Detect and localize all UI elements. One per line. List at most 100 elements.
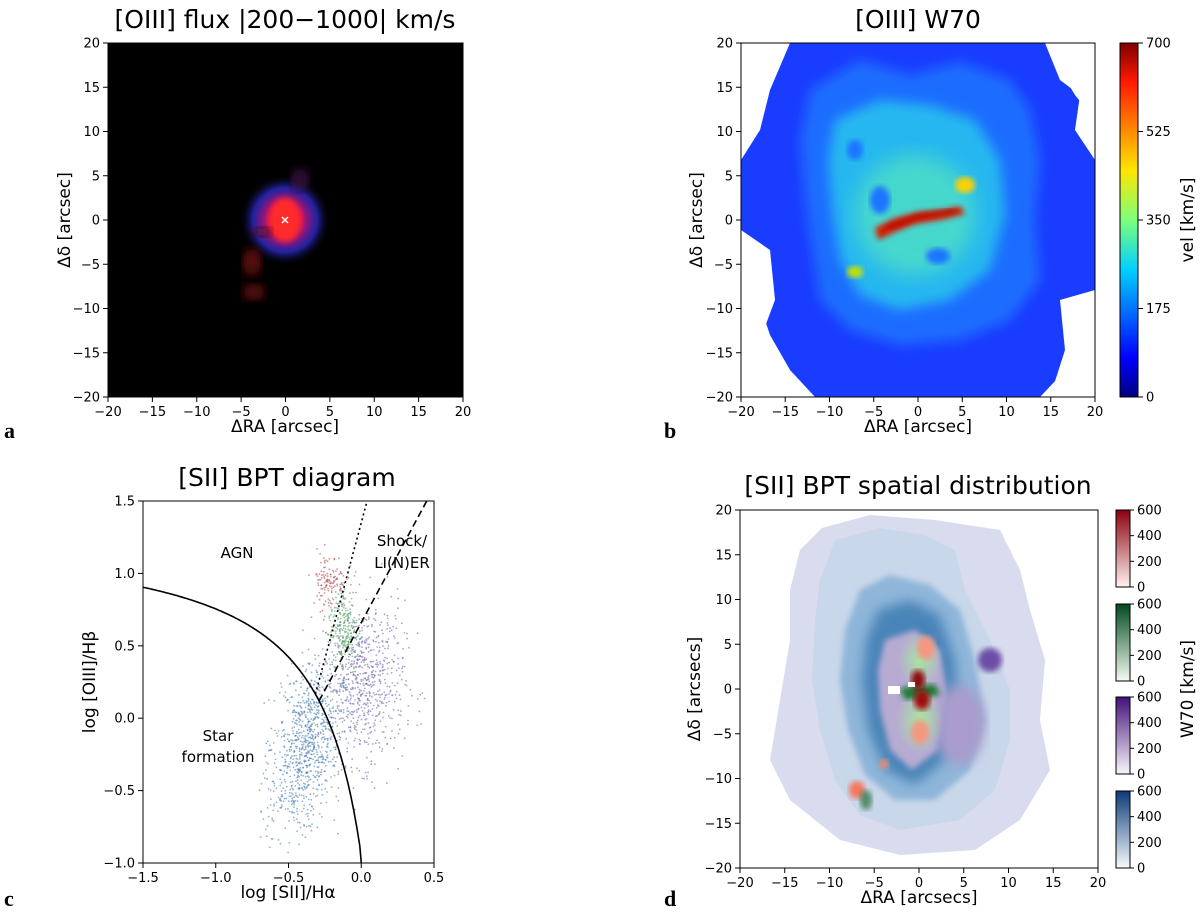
panel-c-point-star-formation <box>319 771 321 774</box>
panel-c-point-li-n-er <box>349 693 351 696</box>
panel-c-point-li-n-er <box>364 702 366 705</box>
panel-c-point-star-formation <box>342 709 345 711</box>
panel-c-point-star-formation <box>263 777 266 780</box>
panel-c-point-star-formation <box>304 746 307 749</box>
panel-c-point-star-formation <box>324 787 327 790</box>
panel-c-point-star-formation <box>281 756 283 759</box>
panel-c-point-agn <box>323 618 325 621</box>
panel-c-point-star-formation <box>292 730 294 732</box>
panel-c-point-li-n-er <box>393 747 395 749</box>
panel-c-point-li-n-er <box>367 771 369 774</box>
panel-a-xlabel: ΔRA [arcsec] <box>231 417 339 437</box>
panel-c-point-star-formation <box>296 723 298 726</box>
panel-c-point-star-formation <box>318 684 321 686</box>
panel-c-point-shock <box>344 628 347 631</box>
panel-c-point-li-n-er <box>363 739 366 742</box>
panel-d-mask <box>888 686 900 694</box>
panel-c-point-li-n-er <box>374 724 376 726</box>
panel-c-points <box>258 543 426 854</box>
panel-c-point-star-formation <box>309 770 312 773</box>
panel-c-point-star-formation <box>308 764 311 767</box>
panel-c-point-star-formation <box>321 686 324 689</box>
panel-c-point-agn <box>326 581 329 583</box>
panel-c-point-li-n-er <box>351 686 354 689</box>
panel-c-point-star-formation <box>304 783 306 785</box>
panel-c-point-star-formation <box>282 695 285 697</box>
panel-c-point-li-n-er <box>379 662 382 665</box>
panel-d-colorbar-tick-label: 400 <box>1137 623 1162 638</box>
panel-c-point-star-formation <box>273 803 275 806</box>
panel-c-point-agn <box>324 581 326 584</box>
panel-c-point-li-n-er <box>347 662 350 664</box>
panel-c-point-agn <box>323 575 325 578</box>
panel-c-point-shock <box>337 593 340 596</box>
panel-c-axes: −1.5 −1.0 −0.5 0.0 0.5−1.0−0.50.00.51.01.5 <box>103 495 444 887</box>
panel-c-point-li-n-er <box>392 625 394 628</box>
panel-c-point-li-n-er <box>358 704 361 707</box>
panel-c-point-li-n-er <box>407 719 409 722</box>
panel-c-point-star-formation <box>316 725 319 728</box>
panel-c-point-agn <box>318 598 321 601</box>
panel-c-point-star-formation <box>302 678 305 681</box>
panel-c-point-agn <box>340 588 342 591</box>
panel-d-ytick-label: −5 <box>713 727 732 742</box>
panel-c-point-li-n-er <box>360 695 362 698</box>
panel-c-point-li-n-er <box>372 683 375 686</box>
panel-c-point-li-n-er <box>342 686 345 688</box>
panel-c-point-li-n-er <box>354 649 356 652</box>
panel-d-colorbar-tick-label: 0 <box>1137 581 1145 596</box>
panel-c-point-star-formation <box>260 782 263 785</box>
panel-c-point-li-n-er <box>377 674 380 676</box>
panel-c-point-li-n-er <box>357 682 359 685</box>
panel-c-point-li-n-er <box>373 722 376 724</box>
panel-c-point-li-n-er <box>378 689 381 691</box>
panel-c-point-li-n-er <box>380 563 383 565</box>
panel-c-point-agn <box>342 575 345 577</box>
panel-c-point-star-formation <box>317 747 320 749</box>
panel-c-point-star-formation <box>301 696 304 699</box>
panel-c-point-li-n-er <box>367 722 370 725</box>
panel-c-point-star-formation <box>282 764 285 767</box>
panel-c-point-li-n-er <box>368 699 371 702</box>
panel-c-point-li-n-er <box>382 645 384 647</box>
panel-c-point-star-formation <box>281 793 283 796</box>
panel-c-point-star-formation <box>299 767 302 769</box>
panel-c-point-star-formation <box>296 779 299 782</box>
panel-c-point-star-formation <box>311 741 314 744</box>
panel-c-point-star-formation <box>314 724 317 726</box>
panel-c-point-star-formation <box>306 735 308 737</box>
panel-c-point-li-n-er <box>388 685 391 688</box>
panel-c-point-star-formation <box>310 729 313 731</box>
panel-c-point-li-n-er <box>346 707 349 709</box>
panel-d-colorbar-tick-label: 200 <box>1137 555 1162 570</box>
panel-c-point-li-n-er <box>351 770 353 773</box>
panel-c-point-li-n-er <box>336 692 338 695</box>
panel-c-point-star-formation <box>295 680 297 683</box>
panel-c-xtick-label: 0.0 <box>351 871 372 886</box>
panel-c-point-shock <box>343 641 346 644</box>
panel-c-point-li-n-er <box>367 710 370 713</box>
panel-c-point-li-n-er <box>373 694 376 696</box>
panel-c-point-li-n-er <box>302 665 304 667</box>
panel-c-point-star-formation <box>332 722 334 725</box>
panel-c-point-star-formation <box>305 689 308 692</box>
panel-c-point-star-formation <box>306 687 309 690</box>
panel-c-point-li-n-er <box>346 747 348 750</box>
panel-c-point-li-n-er <box>349 664 352 666</box>
panel-c-point-star-formation <box>318 761 320 764</box>
panel-c-point-li-n-er <box>286 674 289 677</box>
panel-c-point-star-formation <box>290 792 293 794</box>
panel-c-point-li-n-er <box>368 680 371 683</box>
panel-c-point-star-formation <box>288 750 291 752</box>
panel-c-point-star-formation <box>337 712 339 715</box>
panel-c-dotted-line <box>314 500 368 695</box>
panel-c-point-li-n-er <box>353 617 356 619</box>
panel-c-point-star-formation <box>326 751 328 753</box>
panel-c-point-li-n-er <box>377 597 380 600</box>
panel-c-point-star-formation <box>330 736 333 738</box>
panel-c-point-star-formation <box>333 746 335 749</box>
panel-c-point-li-n-er <box>365 723 367 725</box>
panel-c-point-shock <box>330 606 332 609</box>
